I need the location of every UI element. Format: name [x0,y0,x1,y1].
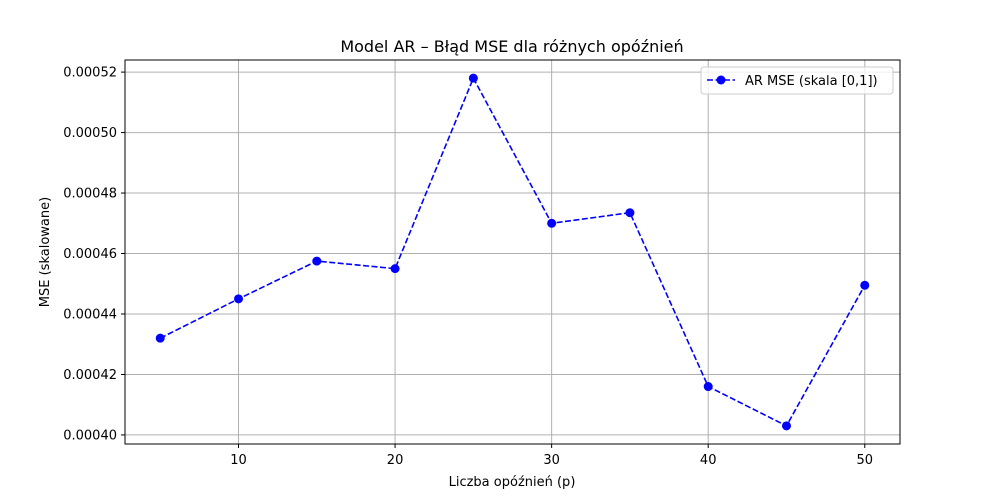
legend: AR MSE (skala [0,1]) [700,66,894,95]
x-tick-label: 30 [543,453,560,468]
x-axis-label: Liczba opóźnień (p) [449,475,576,490]
legend-box [700,66,894,95]
data-point [703,382,713,392]
y-tick-label: 0.00048 [63,187,117,202]
data-point [625,208,635,218]
plot-frame [124,59,901,445]
grid-layer [125,60,900,444]
legend-entry-label: AR MSE (skala [0,1]) [745,74,878,89]
data-point [155,333,165,343]
y-axis-label: MSE (skalowane) [38,197,53,307]
data-point [468,73,478,83]
data-point [390,264,400,274]
y-tick-label: 0.00042 [63,368,117,383]
x-tick-label: 10 [230,453,247,468]
x-tick-label: 50 [856,453,873,468]
y-tick-label: 0.00044 [63,307,117,322]
data-point [547,218,557,228]
legend-marker-sample [716,75,726,85]
y-tick-label: 0.00052 [63,66,117,81]
x-tick-label: 40 [700,453,717,468]
chart-title: Model AR – Błąd MSE dla różnych opóźnień [340,37,683,56]
ticks-layer: 10 20 30 40 50 0.00040 0.00042 0.00044 0.00046 0.… [63,66,873,468]
x-tick-label: 20 [387,453,404,468]
y-tick-label: 0.00046 [63,247,117,262]
data-point [312,256,322,266]
y-tick-label: 0.00050 [63,126,117,141]
data-point [860,280,870,290]
data-point [234,294,244,304]
series-line [159,76,866,427]
y-tick-label: 0.00040 [63,428,117,443]
data-point [781,421,791,431]
series-layer [155,73,870,431]
